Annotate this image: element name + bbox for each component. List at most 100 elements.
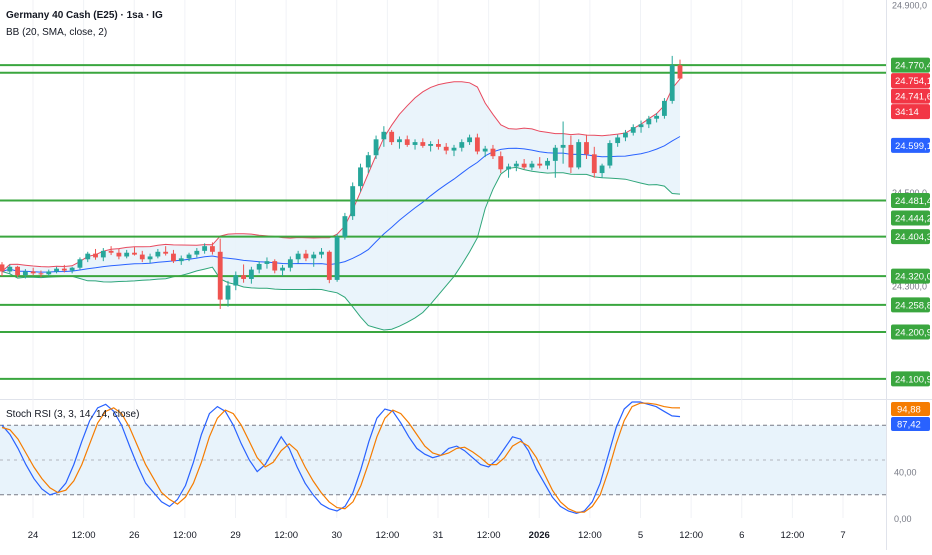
candle-body (61, 268, 67, 271)
candle-body (381, 131, 387, 140)
stoch-k-tag-text: 87,42 (897, 420, 921, 431)
candle-body (654, 115, 660, 119)
candle-body (217, 251, 223, 300)
time-axis-tick: 26 (129, 530, 140, 541)
time-axis-tick: 31 (433, 530, 444, 541)
candle-body (404, 139, 410, 145)
candle-body (100, 250, 106, 258)
candle-body (506, 166, 511, 170)
candle-body (241, 275, 247, 279)
candle-body (46, 271, 52, 275)
time-axis-tick: 30 (331, 530, 342, 541)
stoch-rsi-legend: Stoch RSI (3, 3, 14, 14, close) (6, 409, 140, 420)
price-tag (891, 73, 930, 89)
candle-body (38, 273, 44, 275)
candle-body (22, 271, 28, 276)
candle-body (303, 253, 309, 259)
price-tag-text: 24.258,8 (895, 300, 932, 311)
candle-body (591, 154, 597, 174)
candle-body (326, 251, 332, 280)
candle-body (537, 163, 543, 166)
candle-body (669, 65, 675, 101)
candle-body (124, 252, 130, 257)
price-tag (891, 297, 930, 313)
price-tag (891, 371, 930, 387)
candle-body (139, 254, 145, 260)
price-tag-text: 24.770,4 (895, 61, 932, 72)
candle-body (568, 144, 574, 168)
price-tag (891, 57, 930, 73)
candle-body (435, 143, 441, 147)
candle-body (311, 254, 317, 259)
candle-body (319, 251, 324, 255)
candle-body (646, 118, 652, 125)
candle-body (280, 267, 285, 271)
candle-body (451, 147, 457, 151)
candle-body (365, 155, 371, 168)
price-tag (891, 229, 930, 245)
price-tag (891, 88, 930, 104)
candle-body (248, 269, 254, 279)
candle-body (412, 142, 418, 145)
candle-body (77, 259, 83, 268)
price-tag (891, 210, 930, 226)
time-axis-tick: 2026 (529, 530, 550, 541)
candle-body (615, 137, 621, 144)
candle-body (358, 167, 363, 187)
candle-body (272, 261, 278, 271)
time-axis-tick: 12:00 (173, 530, 197, 541)
candle-body (521, 163, 527, 168)
candle-body (30, 271, 36, 274)
candle-body (264, 261, 270, 264)
symbol-title: Germany 40 Cash (E25) · 1sa · IG (6, 10, 163, 21)
candle-body (194, 250, 200, 255)
bollinger-lower-line (1, 166, 681, 331)
candle-body (638, 124, 644, 128)
stoch-k-tag (891, 417, 930, 431)
candle-body (623, 132, 628, 138)
candle-body (132, 252, 137, 255)
candle-body (584, 142, 589, 155)
candle-body (467, 137, 473, 143)
candle-body (334, 236, 340, 280)
time-axis-tick: 12:00 (375, 530, 399, 541)
bollinger-upper-line (1, 78, 681, 272)
price-tag-text: 24.200,9 (895, 327, 932, 338)
candle-body (482, 148, 488, 152)
time-axis-tick: 29 (230, 530, 241, 541)
time-axis-tick: 6 (739, 530, 744, 541)
price-axis-tick: 24.900,0 (892, 0, 927, 10)
candle-body (15, 266, 21, 276)
candle-body (661, 100, 667, 116)
time-axis-tick: 12:00 (274, 530, 298, 541)
candle-body (373, 139, 379, 156)
time-axis-tick: 12:00 (679, 530, 703, 541)
candle-body (576, 142, 582, 168)
time-axis-tick: 5 (638, 530, 643, 541)
candle-body (202, 246, 208, 251)
candle-body (630, 127, 636, 133)
time-axis-tick: 12:00 (477, 530, 501, 541)
candle-body (474, 137, 480, 152)
time-axis-tick: 12:00 (780, 530, 804, 541)
candle-body (7, 266, 13, 272)
candle-body (225, 285, 231, 300)
price-tag-text: 24.100,9 (895, 374, 932, 385)
price-tag (891, 193, 930, 209)
candle-body (209, 246, 215, 252)
candle-body (513, 163, 519, 167)
bollinger-legend: BB (20, SMA, close, 2) (6, 27, 108, 38)
price-tag-text: 24.741,6 (895, 92, 932, 103)
candle-body (233, 275, 239, 286)
candle-body (295, 253, 301, 260)
price-tag (891, 324, 930, 340)
candle-body (116, 252, 122, 257)
candle-body (108, 250, 114, 253)
price-tag (891, 104, 930, 120)
price-tag (891, 137, 930, 153)
candle-body (599, 165, 605, 174)
time-axis-tick: 24 (28, 530, 39, 541)
candle-body (163, 251, 169, 254)
